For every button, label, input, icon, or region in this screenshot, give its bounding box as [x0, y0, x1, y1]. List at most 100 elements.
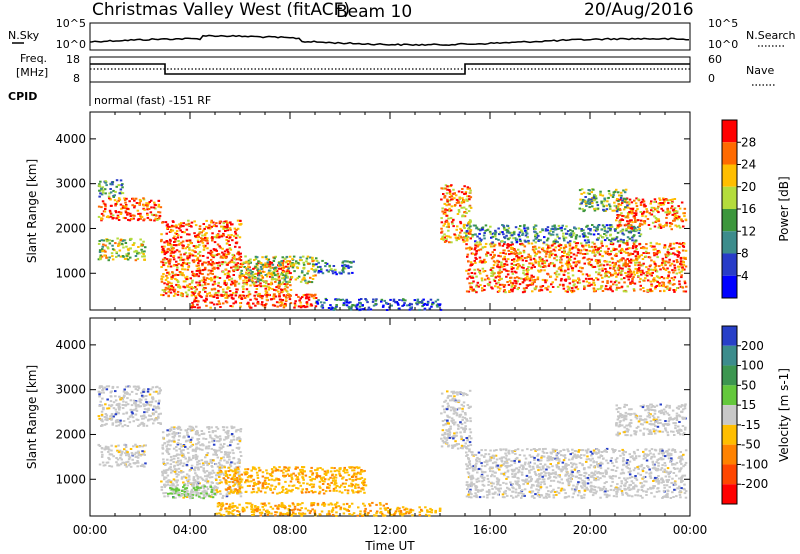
- y-tick-label-0: 1000: [55, 266, 86, 280]
- colorbar-label: Power [dB]: [777, 176, 791, 241]
- colorbar-segment-1: [722, 345, 737, 366]
- data-region-2: [161, 425, 243, 473]
- colorbar-tick-2: 20: [741, 180, 756, 194]
- velocity-data-layer: [97, 385, 688, 517]
- colorbar-tick-4: -15: [741, 418, 761, 432]
- beam-label: Beam 10: [336, 2, 412, 22]
- colorbar-tick-5: 8: [741, 247, 749, 261]
- data-region-9: [440, 184, 473, 244]
- data-region-5: [215, 466, 368, 495]
- nave-label: Nave: [746, 64, 774, 77]
- colorbar-tick-4: 12: [741, 224, 756, 238]
- colorbar-segment-1: [722, 142, 737, 165]
- nave-tick-bottom: 0: [708, 72, 715, 85]
- x-tick-label-0: 00:00: [73, 523, 108, 537]
- freq-tick-top: 18: [66, 53, 80, 66]
- data-region-5: [240, 255, 318, 285]
- freq-label-1: Freq.: [20, 52, 47, 65]
- colorbar-segment-3: [722, 186, 737, 209]
- colorbar-segment-2: [722, 164, 737, 187]
- x-tick-label-2: 08:00: [273, 523, 308, 537]
- data-region-2: [97, 237, 147, 262]
- cpid-label: CPID: [8, 90, 37, 103]
- colorbar-tick-3: 15: [741, 398, 756, 412]
- y-tick-label-2: 3000: [55, 177, 86, 191]
- colorbar-segment-0: [722, 120, 737, 143]
- colorbar-segment-5: [722, 424, 737, 445]
- x-tick-label-5: 20:00: [573, 523, 608, 537]
- power-panel: 1000 2000 3000 4000 Slant Range [km] 28 24 20 1…: [25, 111, 791, 312]
- colorbar-tick-6: 4: [741, 269, 749, 283]
- data-region-6: [215, 501, 392, 517]
- data-region-4: [160, 259, 293, 298]
- x-tick-label-4: 16:00: [473, 523, 508, 537]
- y-axis-label: Slant Range [km]: [25, 159, 39, 263]
- noise-panel: N.Sky 10^5 10^0 10^5 10^0 N.Search: [8, 17, 796, 51]
- data-region-10: [615, 403, 687, 437]
- nsky-tick-top: 10^5: [56, 17, 86, 30]
- colorbar-segment-3: [722, 385, 737, 406]
- x-tick-label-1: 04:00: [173, 523, 208, 537]
- y-tick-label-3: 4000: [55, 132, 86, 146]
- data-region-7: [190, 293, 318, 309]
- colorbar-tick-5: -50: [741, 438, 761, 452]
- noise-sky-line: [89, 34, 689, 47]
- colorbar-tick-6: -100: [741, 457, 768, 471]
- data-region-13: [578, 188, 630, 213]
- colorbar-tick-3: 16: [741, 202, 756, 216]
- data-region-12: [615, 197, 688, 231]
- nsky-tick-bottom: 10^0: [56, 38, 86, 51]
- freq-panel: Freq. [MHz] 18 8 60 0 Nave CPID normal (…: [8, 52, 776, 107]
- colorbar-segment-6: [722, 444, 737, 465]
- y-tick-label-3: 4000: [55, 338, 86, 352]
- nsearch-tick-bottom: 10^0: [708, 38, 738, 51]
- colorbar-label: Velocity [m s-1]: [777, 368, 791, 462]
- data-region-0: [97, 197, 163, 222]
- colorbar-segment-4: [722, 405, 737, 425]
- data-region-8: [440, 389, 473, 450]
- data-region-9: [465, 447, 688, 499]
- freq-tick-bottom: 8: [73, 72, 80, 85]
- power-data-layer: [97, 179, 688, 312]
- colorbar-tick-0: 28: [741, 135, 756, 149]
- freq-label-2: [MHz]: [16, 66, 48, 79]
- colorbar-tick-1: 100: [741, 359, 764, 373]
- colorbar-segment-6: [722, 253, 737, 276]
- freq-line: [90, 63, 690, 75]
- colorbar-tick-7: -200: [741, 477, 768, 491]
- colorbar-segment-7: [722, 275, 737, 298]
- data-region-6: [315, 259, 355, 276]
- cpid-text: normal (fast) -151 RF: [94, 94, 211, 107]
- colorbar-segment-4: [722, 209, 737, 232]
- y-tick-label-1: 2000: [55, 221, 86, 235]
- colorbar-segment-7: [722, 464, 737, 485]
- data-region-10: [465, 241, 688, 294]
- data-region-11: [465, 224, 643, 244]
- velocity-panel: 1000 2000 3000 4000 Slant Range [km] 200 100 5…: [25, 317, 791, 517]
- y-tick-label-2: 3000: [55, 383, 86, 397]
- y-tick-label-1: 2000: [55, 427, 86, 441]
- data-region-1: [97, 179, 125, 198]
- y-axis-label: Slant Range [km]: [25, 365, 39, 469]
- velocity-colorbar: 200 100 50 15 -15 -50 -100 -200 Velocity [m s-1]: [721, 325, 791, 505]
- nsearch-label: N.Search: [746, 29, 796, 42]
- colorbar-segment-8: [722, 484, 737, 504]
- colorbar-tick-0: 200: [741, 339, 764, 353]
- data-region-0: [97, 385, 162, 428]
- data-region-4: [167, 484, 217, 500]
- date-label: 20/Aug/2016: [584, 0, 694, 20]
- data-region-3: [160, 219, 243, 267]
- x-tick-label-6: 00:00: [673, 523, 708, 537]
- colorbar-tick-2: 50: [741, 378, 756, 392]
- data-region-8: [315, 297, 443, 312]
- data-region-1: [97, 443, 147, 468]
- colorbar-tick-1: 24: [741, 158, 756, 172]
- x-tick-label-3: 12:00: [373, 523, 408, 537]
- time-axis: 00:00 04:00 08:00 12:00 16:00 20:00 00:00 Time …: [73, 523, 708, 553]
- nsky-label: N.Sky: [8, 29, 40, 42]
- station-title: Christmas Valley West (fitACF): [92, 0, 350, 20]
- power-colorbar: 28 24 20 16 12 8 4 Power [dB]: [721, 119, 791, 299]
- nsearch-tick-top: 10^5: [708, 17, 738, 30]
- colorbar-segment-2: [722, 365, 737, 386]
